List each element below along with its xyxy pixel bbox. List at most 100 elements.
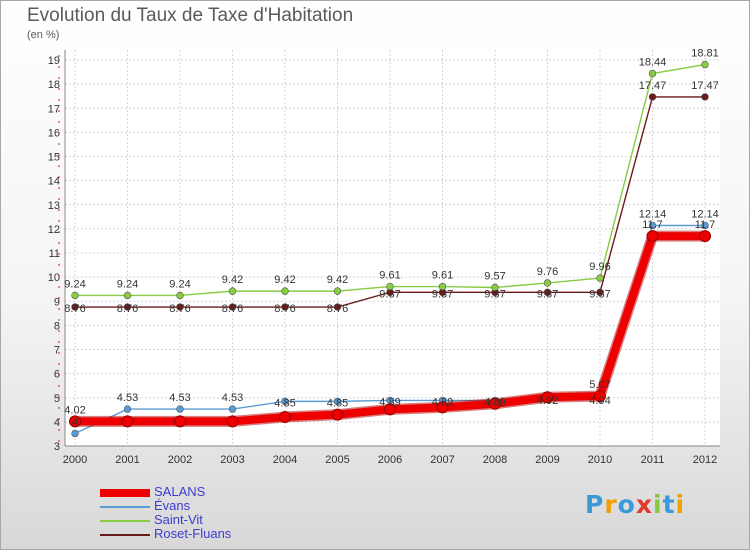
- axis-dot: [58, 132, 60, 134]
- axis-dot: [58, 77, 60, 79]
- data-point: [281, 397, 289, 406]
- data-label: 5.07: [589, 379, 610, 391]
- axis-dot: [58, 319, 60, 321]
- axis-dot: [58, 121, 60, 123]
- data-label: 9.61: [432, 270, 453, 282]
- data-point: [386, 282, 394, 291]
- legend-swatch: [100, 506, 150, 508]
- axis-dot: [58, 187, 60, 189]
- data-label: 8.76: [222, 303, 243, 315]
- data-label: 9.37: [484, 288, 505, 300]
- data-label: 17.47: [691, 80, 719, 92]
- legend-label: Évans: [154, 498, 191, 513]
- proxiti-logo: Proxiti: [585, 490, 685, 519]
- axis-dot: [58, 220, 60, 222]
- axis-dot: [58, 341, 60, 343]
- data-label: 4.85: [274, 397, 295, 409]
- data-point: [279, 411, 291, 424]
- axis-dot: [58, 110, 60, 112]
- data-point: [594, 390, 606, 403]
- data-point: [176, 291, 184, 300]
- data-point: [543, 288, 552, 297]
- y-tick-label: 7: [54, 345, 60, 357]
- data-label: 9.24: [64, 278, 85, 290]
- data-point: [701, 93, 709, 101]
- data-point: [384, 403, 396, 416]
- logo-letter: o: [617, 490, 636, 519]
- data-point: [123, 303, 132, 311]
- axis-dot: [58, 99, 60, 101]
- data-label: 12.14: [639, 208, 667, 220]
- x-tick-label: 2001: [115, 454, 139, 466]
- data-label: 4.53: [117, 392, 138, 404]
- axis-dot: [58, 198, 60, 200]
- data-point: [123, 405, 132, 413]
- legend-label: Roset-Fluans: [154, 526, 232, 541]
- x-tick-label: 2006: [378, 454, 402, 466]
- data-point: [699, 230, 711, 243]
- data-label: 4.85: [327, 397, 348, 409]
- y-tick-label: 6: [54, 369, 60, 381]
- data-point: [646, 230, 659, 243]
- axis-dot: [58, 330, 60, 332]
- data-point: [121, 415, 134, 428]
- axis-dot: [58, 209, 60, 211]
- data-label: 4.53: [222, 392, 243, 404]
- data-point: [543, 279, 552, 287]
- data-point: [281, 303, 289, 311]
- axis-dot: [58, 242, 60, 244]
- axis-dot: [58, 66, 60, 68]
- y-tick-label: 4: [54, 417, 60, 429]
- x-tick-label: 2008: [483, 454, 507, 466]
- data-point: [701, 221, 709, 230]
- y-tick-label: 10: [48, 272, 60, 284]
- axis-dot: [58, 440, 60, 442]
- chart-title: Evolution du Taux de Taxe d'Habitation: [27, 5, 354, 26]
- data-label: 4.89: [432, 396, 453, 408]
- data-label: 8.76: [64, 303, 85, 315]
- data-label: 12.14: [691, 208, 719, 220]
- axis-dot: [58, 176, 60, 178]
- y-tick-label: 19: [48, 55, 60, 67]
- axis-dot: [58, 352, 60, 354]
- y-tick-label: 14: [48, 176, 60, 188]
- axis-dot: [58, 88, 60, 90]
- logo-letter: x: [635, 490, 653, 519]
- data-point: [176, 405, 184, 413]
- data-label: 8.76: [117, 303, 138, 315]
- plot-area: [65, 50, 720, 446]
- axis-dot: [58, 253, 60, 255]
- axis-dot: [58, 165, 60, 167]
- x-tick-label: 2004: [273, 454, 297, 466]
- unit-label: (en %): [27, 29, 60, 41]
- data-label: 9.61: [379, 270, 400, 282]
- data-label: 4.53: [169, 392, 190, 404]
- x-tick-label: 2010: [588, 454, 612, 466]
- y-tick-label: 5: [54, 393, 60, 405]
- y-tick-label: 8: [54, 320, 60, 332]
- data-point: [226, 415, 239, 428]
- data-label: 4.89: [379, 396, 400, 408]
- axis-dot: [58, 297, 60, 299]
- axis-dot: [58, 363, 60, 365]
- data-label: 18.81: [691, 48, 719, 60]
- data-point: [541, 391, 554, 404]
- data-label: 4.89: [484, 396, 505, 408]
- axis-dot: [58, 385, 60, 387]
- data-point: [648, 69, 657, 78]
- x-tick-label: 2007: [430, 454, 454, 466]
- data-label: 9.76: [537, 266, 558, 278]
- data-point: [71, 303, 79, 311]
- data-label: 9.42: [327, 274, 348, 286]
- legend-label: SALANS: [154, 484, 206, 499]
- data-label: 4.92: [537, 395, 558, 407]
- data-point: [333, 303, 342, 311]
- legend-swatch: [100, 489, 150, 497]
- data-point: [228, 287, 237, 295]
- x-tick-label: 2009: [535, 454, 559, 466]
- data-label: 9.37: [537, 288, 558, 300]
- y-tick-label: 9: [54, 296, 60, 308]
- data-label: 9.37: [379, 288, 400, 300]
- data-point: [333, 287, 342, 295]
- data-label: 4: [72, 416, 78, 428]
